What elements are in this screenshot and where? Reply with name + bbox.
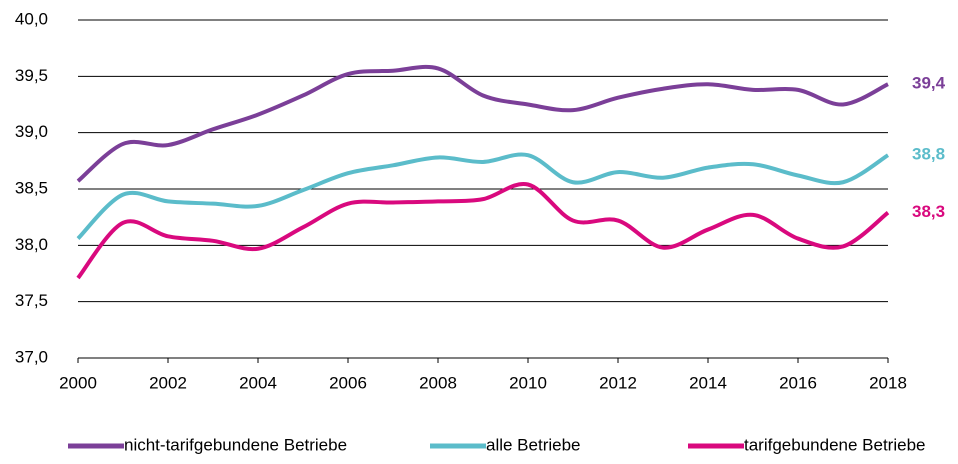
y-tick-label: 38,5 bbox=[15, 178, 48, 197]
y-tick-label: 37,0 bbox=[15, 347, 48, 366]
x-tick-label: 2000 bbox=[59, 373, 97, 392]
x-tick-label: 2006 bbox=[329, 373, 367, 392]
line bbox=[76, 181, 890, 280]
x-tick-label: 2008 bbox=[419, 373, 457, 392]
line bbox=[76, 152, 890, 241]
legend-label: nicht-tarifgebundene Betriebe bbox=[124, 435, 347, 454]
legend-label: tarifgebundene Betriebe bbox=[744, 435, 925, 454]
y-tick-label: 39,0 bbox=[15, 122, 48, 141]
x-tick-label: 2016 bbox=[779, 373, 817, 392]
end-label: 38,8 bbox=[912, 145, 945, 164]
y-tick-label: 40,0 bbox=[15, 9, 48, 28]
x-tick-label: 2010 bbox=[509, 373, 547, 392]
end-label: 39,4 bbox=[912, 74, 946, 93]
end-label: 38,3 bbox=[912, 202, 945, 221]
legend-label: alle Betriebe bbox=[486, 435, 581, 454]
x-tick-label: 2018 bbox=[869, 373, 907, 392]
x-tick-label: 2004 bbox=[239, 373, 277, 392]
x-tick-label: 2012 bbox=[599, 373, 637, 392]
line bbox=[76, 64, 889, 183]
x-tick-label: 2014 bbox=[689, 373, 727, 392]
y-tick-label: 38,0 bbox=[15, 235, 48, 254]
y-tick-label: 39,5 bbox=[15, 66, 48, 85]
x-tick-label: 2002 bbox=[149, 373, 187, 392]
y-tick-label: 37,5 bbox=[15, 291, 48, 310]
